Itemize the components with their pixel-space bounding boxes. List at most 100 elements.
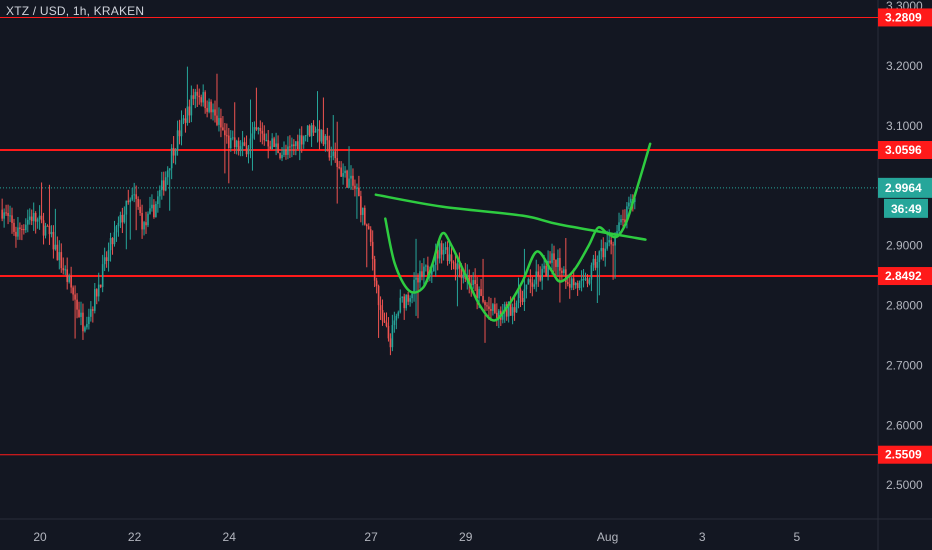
candle-body [186, 106, 189, 123]
candle-body [194, 91, 197, 99]
candle-body [555, 259, 557, 267]
level-price-tag [878, 267, 932, 286]
candle-body [381, 309, 384, 321]
candle-body [584, 278, 587, 280]
candle-body [64, 269, 67, 271]
candle-body [170, 147, 173, 169]
candle-body [565, 269, 567, 283]
y-tick-label: 2.5000 [886, 478, 923, 492]
candle-body [283, 149, 285, 155]
candle-body [320, 129, 323, 142]
candle-body [507, 301, 510, 317]
candle-body [34, 213, 37, 222]
candle-body [407, 294, 409, 302]
candle-body [296, 141, 299, 150]
candle-body [141, 212, 143, 230]
candle-body [11, 215, 13, 223]
candle-body [513, 307, 516, 313]
candle-body [421, 271, 423, 277]
candle-body [287, 146, 289, 155]
candle-body [228, 135, 230, 149]
candle-body [15, 231, 17, 237]
candle-body [298, 135, 301, 150]
candle-body [393, 320, 396, 326]
candle-body [155, 204, 157, 218]
candle-body [88, 316, 90, 325]
x-tick-label: 5 [793, 530, 800, 544]
y-tick-label: 2.8000 [886, 299, 923, 313]
candle-body [547, 260, 549, 277]
candle-body [411, 293, 413, 299]
candle-body [255, 127, 258, 130]
pattern-curve-drawing[interactable] [384, 142, 652, 322]
candle-body [70, 276, 72, 288]
candle-body [143, 222, 145, 230]
candle-body [149, 208, 151, 214]
candle-body [371, 241, 374, 260]
x-tick-label: 24 [223, 530, 237, 544]
candle-body [488, 306, 490, 309]
candle-body [462, 274, 465, 279]
candle-body [338, 166, 340, 168]
candle-body [460, 268, 463, 279]
candle-body [176, 130, 179, 151]
candle-body [204, 92, 206, 109]
candle-body [93, 289, 96, 311]
candle-body [452, 261, 455, 264]
candle-body [210, 101, 212, 113]
candle-body [622, 219, 624, 221]
candle-body [1, 209, 3, 219]
candle-body [302, 136, 305, 145]
candle-body [84, 327, 86, 332]
candle-body [458, 263, 461, 269]
candle-body [74, 294, 76, 300]
candle-body [23, 229, 25, 231]
candle-body [582, 279, 585, 281]
candle-body [36, 219, 39, 222]
candle-body [358, 187, 360, 197]
candle-body [545, 265, 547, 277]
candle-body [153, 204, 155, 218]
candle-body [277, 143, 279, 154]
candle-body [541, 268, 543, 281]
candle-body [322, 129, 325, 145]
candle-body [356, 187, 358, 189]
candle-body [369, 229, 372, 242]
candle-body [159, 190, 161, 197]
candle-body [222, 127, 224, 131]
candle-body [229, 137, 232, 149]
candle-body [588, 279, 591, 284]
neckline-drawing[interactable] [374, 193, 647, 241]
candle-body [105, 257, 108, 261]
x-tick-label: 29 [459, 530, 473, 544]
candle-body [44, 225, 47, 236]
candle-body [214, 109, 216, 116]
candle-body [21, 228, 23, 230]
candle-body [362, 207, 364, 215]
candle-body [533, 284, 536, 287]
candle-body [423, 266, 425, 277]
y-tick-label: 3.2000 [886, 59, 923, 73]
candle-body [385, 322, 388, 326]
candle-body [373, 259, 376, 281]
candle-body [54, 244, 57, 250]
candle-body [231, 137, 234, 139]
candle-body [157, 196, 159, 205]
candle-body [92, 309, 94, 311]
x-tick-label: 20 [33, 530, 47, 544]
candle-body [200, 97, 203, 103]
candle-body [602, 248, 605, 258]
candle-body [135, 194, 137, 200]
candle-body [496, 312, 498, 318]
candle-body [468, 275, 471, 285]
candle-body [586, 278, 589, 284]
candle-body [251, 133, 254, 139]
candle-body [295, 141, 297, 147]
candle-body [336, 158, 339, 167]
candle-body [180, 120, 183, 137]
candle-body [450, 254, 453, 262]
x-tick-label: 27 [364, 530, 378, 544]
candle-body [263, 133, 266, 141]
